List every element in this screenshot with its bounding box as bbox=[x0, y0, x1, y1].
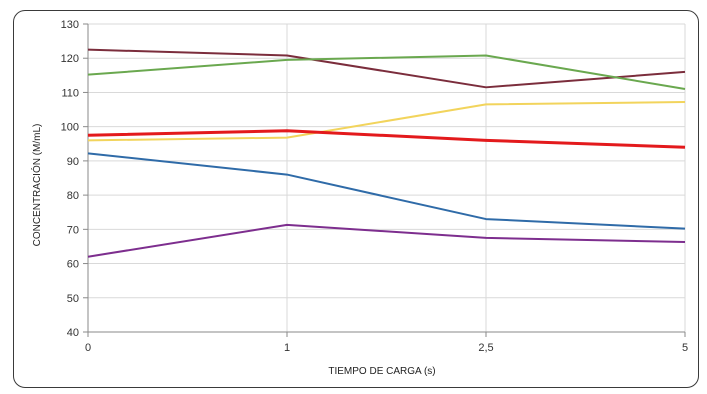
series-lines bbox=[88, 50, 685, 257]
y-tick-label: 60 bbox=[67, 259, 79, 271]
y-tick-label: 120 bbox=[61, 53, 79, 65]
x-axis-title: TIEMPO DE CARGA (s) bbox=[328, 366, 435, 377]
x-tick-label: 1 bbox=[284, 342, 290, 354]
y-tick-label: 130 bbox=[61, 19, 79, 31]
y-tick-label: 70 bbox=[67, 224, 79, 236]
y-axis-title: CONCENTRACIÓN (M/mL) bbox=[30, 124, 43, 247]
y-tick-label: 110 bbox=[61, 87, 79, 99]
x-tick-label: 0 bbox=[85, 342, 91, 354]
x-tick-label: 5 bbox=[682, 342, 688, 354]
y-tick-label: 40 bbox=[67, 327, 79, 339]
y-tick-label: 50 bbox=[67, 293, 79, 305]
y-tick-labels: 40 50 60 70 80 90 100 110 120 130 bbox=[61, 19, 79, 339]
x-tick-label: 2,5 bbox=[478, 342, 493, 354]
axes bbox=[88, 24, 685, 332]
y-tick-label: 100 bbox=[61, 122, 79, 134]
y-tick-label: 80 bbox=[67, 190, 79, 202]
series-line-5 bbox=[88, 153, 685, 228]
x-tick-labels: 0 1 2,5 5 bbox=[85, 342, 688, 354]
y-tick-label: 90 bbox=[67, 156, 79, 168]
